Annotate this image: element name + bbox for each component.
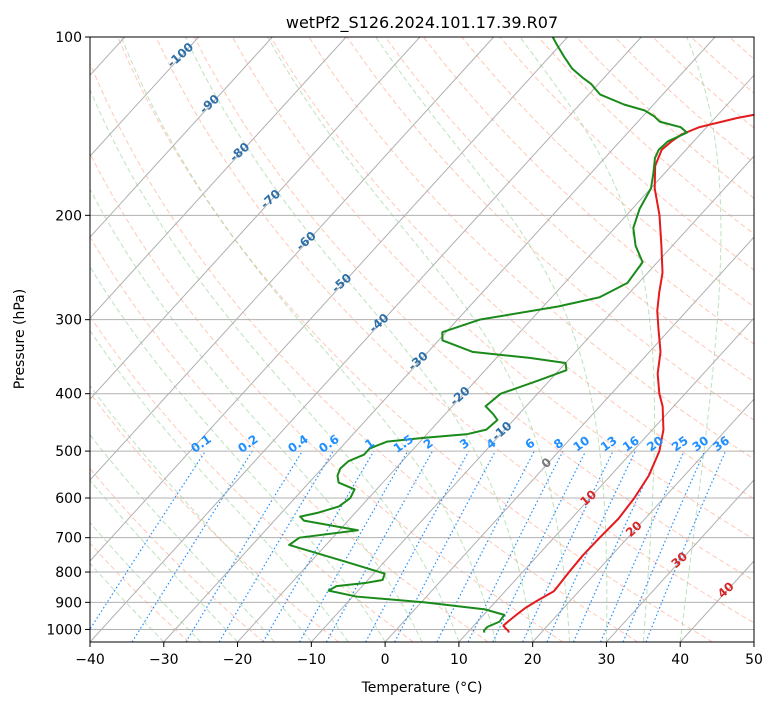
y-axis-label: Pressure (hPa) xyxy=(12,289,28,389)
mixing-ratio-line xyxy=(365,450,470,642)
dry-adiabat-line xyxy=(155,37,754,624)
y-tick-label: 700 xyxy=(55,531,82,547)
mixing-ratio-line xyxy=(600,450,685,642)
y-tick-label: 800 xyxy=(55,565,82,581)
dry-adiabat-line xyxy=(346,37,754,421)
dry-adiabat-line xyxy=(423,37,754,345)
moist-adiabat-line xyxy=(679,37,722,642)
moist-adiabat-line xyxy=(375,37,608,642)
y-tick-label: 100 xyxy=(55,30,82,46)
moist-adiabat-line xyxy=(184,37,534,642)
mixing-ratio-line xyxy=(185,450,303,642)
y-tick-label: 200 xyxy=(55,208,82,224)
mixing-ratio-line xyxy=(622,450,706,642)
mixing-ratio-line xyxy=(299,450,409,642)
axes-layer: −40 −30 −20 −10 0 10 20 30 40 50 100 200 300 400 500 60… xyxy=(46,30,763,668)
mixing-ratio-line xyxy=(572,450,661,642)
moist-adiabat-line xyxy=(519,37,656,642)
moist-adiabat-line xyxy=(90,265,386,642)
isotherm-line xyxy=(90,37,199,157)
dry-adiabat-line xyxy=(117,37,713,642)
mixing-ratio-line xyxy=(467,450,564,642)
y-tick-label: 900 xyxy=(55,595,82,611)
mixing-ratio-line xyxy=(131,450,253,642)
dry-adiabat-line xyxy=(308,37,754,460)
isotherm-line xyxy=(90,37,421,400)
grid-layer xyxy=(90,37,754,642)
isotherm-line xyxy=(90,37,347,319)
mixing-ratio-line xyxy=(436,450,535,642)
isotherm-line xyxy=(532,398,754,642)
x-tick-label: −30 xyxy=(149,652,179,668)
y-tick-label: 300 xyxy=(55,313,82,329)
moist-adiabat-line xyxy=(90,88,460,642)
isotherm-line xyxy=(90,37,495,481)
series-layer xyxy=(288,37,754,633)
x-tick-label: −40 xyxy=(75,652,105,668)
x-tick-label: 40 xyxy=(671,652,689,668)
isotherm-line xyxy=(606,479,754,642)
mixing-ratio-line xyxy=(90,450,206,631)
chart-title: wetPf2_S126.2024.101.17.39.R07 xyxy=(286,13,558,33)
y-tick-label: 400 xyxy=(55,387,82,403)
x-tick-label: 10 xyxy=(450,652,468,668)
moist-adiabat-line xyxy=(90,479,238,642)
x-tick-label: 20 xyxy=(524,652,542,668)
isotherm-line xyxy=(384,236,754,642)
moist-adiabat-line xyxy=(90,329,349,642)
x-tick-label: 0 xyxy=(381,652,390,668)
dry-adiabat-line xyxy=(90,235,489,642)
temperature-profile-line xyxy=(502,113,754,633)
mixing-ratio-line xyxy=(394,450,496,642)
x-axis-label: Temperature (°C) xyxy=(361,680,483,696)
dry-adiabat-line xyxy=(90,62,639,642)
x-tick-label: −10 xyxy=(297,652,327,668)
isotherm-line xyxy=(310,155,754,642)
mixing-ratio-line xyxy=(645,450,727,642)
y-tick-label: 600 xyxy=(55,491,82,507)
y-tick-label: 500 xyxy=(55,444,82,460)
isotherm-line xyxy=(163,37,716,642)
y-tick-label: 1000 xyxy=(46,622,82,638)
x-tick-label: 50 xyxy=(745,652,763,668)
mixing-ratio-line xyxy=(325,450,434,642)
moist-adiabat-line xyxy=(120,37,497,642)
isotherm-line xyxy=(458,317,754,642)
plot-frame xyxy=(89,36,755,643)
isotherm-line xyxy=(90,37,642,642)
moist-adiabat-line xyxy=(90,188,423,642)
x-tick-label: 30 xyxy=(598,652,616,668)
isotherm-line xyxy=(90,37,568,562)
moist-adiabat-line xyxy=(267,37,571,642)
moist-adiabat-line xyxy=(90,521,202,642)
dry-adiabat-line xyxy=(461,37,754,308)
dewpoint-profile-line xyxy=(288,37,688,633)
moist-adiabat-line xyxy=(90,562,165,642)
isotherm-line xyxy=(237,74,754,642)
moist-adiabat-line xyxy=(90,434,275,642)
dry-adiabat-line xyxy=(193,37,754,582)
x-tick-label: −20 xyxy=(223,652,253,668)
isotherm-line xyxy=(90,37,273,238)
moist-adiabat-line xyxy=(90,384,312,642)
dry-adiabat-line xyxy=(90,152,564,642)
